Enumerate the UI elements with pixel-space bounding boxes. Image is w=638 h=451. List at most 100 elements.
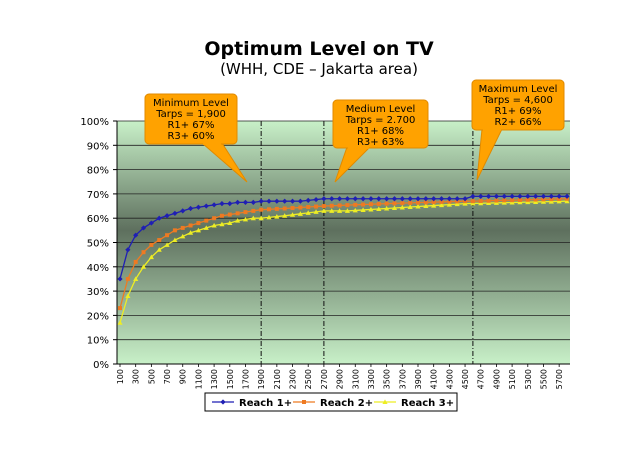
data-point bbox=[525, 199, 531, 205]
x-tick-label: 1100 bbox=[194, 369, 203, 389]
data-point bbox=[510, 198, 515, 203]
data-point bbox=[352, 207, 358, 213]
series-line bbox=[119, 200, 568, 323]
data-point bbox=[282, 206, 287, 211]
data-point bbox=[289, 198, 296, 204]
x-tick-label: 700 bbox=[163, 369, 172, 384]
data-point bbox=[540, 193, 547, 199]
data-point bbox=[352, 196, 358, 202]
data-point bbox=[267, 207, 271, 212]
data-point bbox=[415, 203, 421, 209]
data-point bbox=[454, 201, 460, 207]
data-point bbox=[368, 196, 374, 202]
legend-swatch-marker bbox=[382, 399, 388, 404]
callout-joint bbox=[483, 127, 501, 131]
callout-text: Maximum Level bbox=[479, 84, 558, 95]
data-point bbox=[187, 230, 194, 235]
data-point bbox=[423, 203, 429, 209]
x-tick-label: 2500 bbox=[304, 369, 313, 389]
y-tick-label: 10% bbox=[87, 336, 109, 347]
data-point bbox=[344, 196, 351, 202]
data-point bbox=[392, 201, 397, 206]
data-point bbox=[446, 201, 452, 207]
data-point bbox=[156, 247, 162, 252]
data-point bbox=[305, 210, 311, 215]
data-point bbox=[180, 233, 186, 239]
x-tick-label: 2300 bbox=[289, 369, 298, 389]
callout-text: R3+ 60% bbox=[167, 131, 214, 142]
callout-box bbox=[144, 93, 238, 145]
data-point bbox=[533, 193, 539, 199]
callout-text: R2+ 66% bbox=[494, 117, 541, 128]
data-point bbox=[548, 198, 554, 204]
data-point bbox=[455, 199, 460, 204]
data-point bbox=[329, 196, 335, 202]
data-point bbox=[250, 215, 256, 221]
data-point bbox=[494, 198, 499, 203]
data-point bbox=[266, 214, 272, 220]
data-point bbox=[125, 276, 130, 281]
series-reach-3- bbox=[117, 198, 570, 325]
data-point bbox=[274, 198, 280, 204]
data-point bbox=[391, 196, 398, 202]
data-point bbox=[172, 237, 178, 243]
data-point bbox=[117, 276, 123, 282]
data-point bbox=[274, 206, 279, 211]
data-point bbox=[165, 233, 170, 238]
series-reach-2- bbox=[118, 196, 569, 311]
callout-text: Tarps = 2.700 bbox=[345, 115, 416, 126]
data-point bbox=[305, 197, 311, 203]
data-point bbox=[282, 198, 288, 204]
data-point bbox=[336, 208, 343, 213]
data-point bbox=[117, 320, 123, 325]
data-point bbox=[125, 247, 131, 253]
data-point bbox=[133, 232, 139, 238]
x-tick-label: 4100 bbox=[430, 369, 439, 389]
data-point bbox=[274, 213, 280, 219]
y-tick-label: 40% bbox=[87, 263, 109, 274]
legend-label: Reach 1+ bbox=[239, 398, 292, 409]
data-point bbox=[415, 196, 421, 202]
data-point bbox=[439, 199, 444, 204]
y-tick-label: 0% bbox=[93, 360, 109, 371]
data-point bbox=[180, 208, 186, 214]
reference-lines bbox=[260, 121, 474, 364]
data-point bbox=[447, 199, 452, 204]
data-point bbox=[541, 197, 546, 202]
data-point bbox=[360, 207, 366, 212]
data-point bbox=[478, 198, 483, 203]
x-tick-label: 3500 bbox=[383, 369, 392, 389]
x-tick-label: 5700 bbox=[555, 369, 564, 389]
data-point bbox=[235, 199, 241, 206]
data-point bbox=[399, 196, 405, 202]
data-point bbox=[290, 205, 295, 210]
data-point bbox=[493, 193, 500, 199]
x-tick-label: 100 bbox=[116, 369, 125, 384]
data-point bbox=[329, 208, 335, 213]
data-point bbox=[345, 203, 350, 208]
data-point bbox=[298, 205, 303, 210]
data-point bbox=[196, 221, 201, 226]
data-point bbox=[289, 212, 296, 217]
data-point bbox=[509, 199, 515, 205]
x-tick-label: 300 bbox=[132, 369, 141, 384]
data-point bbox=[416, 200, 420, 205]
data-point bbox=[564, 193, 570, 199]
data-point bbox=[438, 202, 445, 208]
data-point bbox=[548, 193, 554, 199]
data-point bbox=[148, 220, 154, 226]
data-point bbox=[188, 223, 193, 228]
data-point bbox=[446, 196, 452, 202]
data-point bbox=[164, 213, 170, 219]
callout-text: Tarps = 4,600 bbox=[482, 95, 553, 106]
data-point bbox=[337, 203, 342, 208]
x-axis: 100 300 500 700 900 1100 1300 1500 1700 1900 2100 2… bbox=[116, 363, 570, 389]
data-point bbox=[353, 202, 358, 207]
x-tick-label: 900 bbox=[179, 369, 188, 384]
data-point bbox=[313, 196, 319, 203]
data-point bbox=[321, 208, 327, 213]
data-point bbox=[557, 196, 562, 201]
data-point bbox=[133, 259, 138, 264]
data-point bbox=[486, 198, 491, 203]
data-point bbox=[141, 250, 146, 255]
